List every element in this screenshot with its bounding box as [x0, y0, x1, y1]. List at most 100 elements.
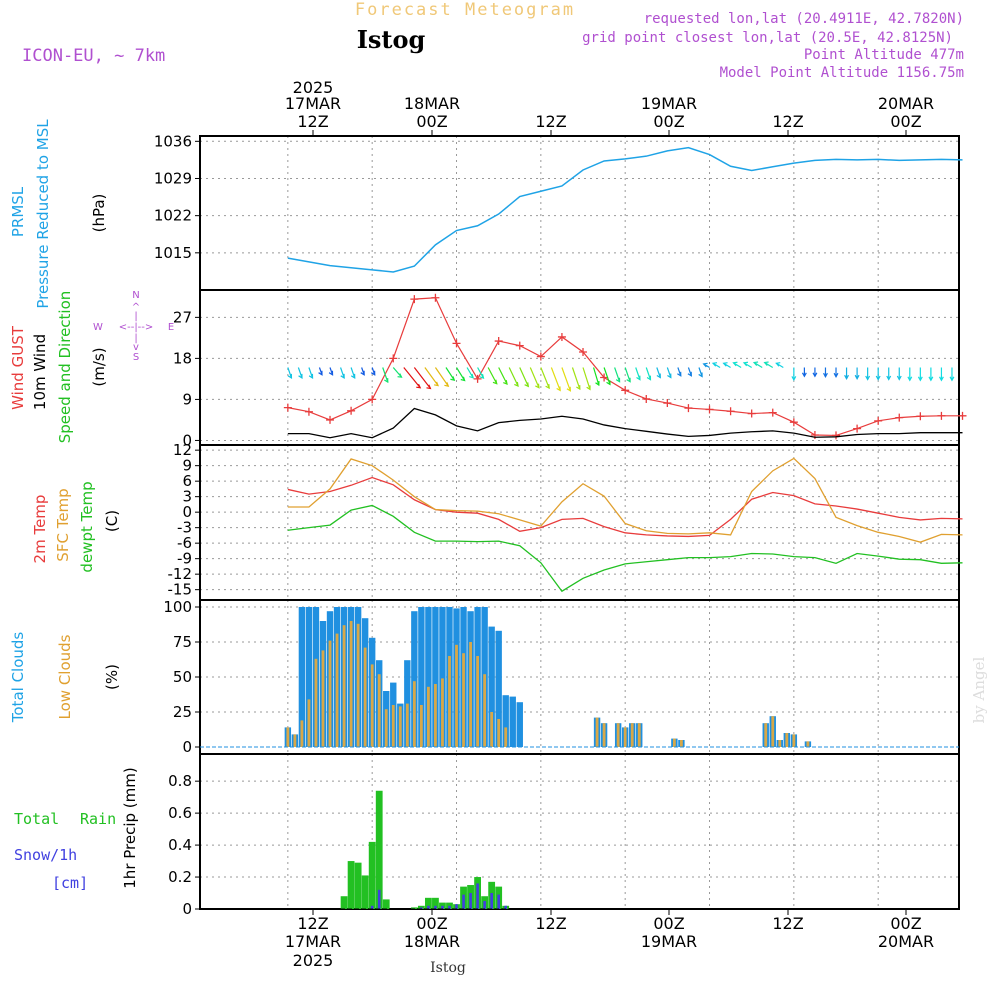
top-date-label: 19MAR	[641, 94, 697, 113]
wind-arrow-head	[742, 361, 749, 367]
wind-arrow-head	[576, 385, 581, 391]
point-altitude: Point Altitude 477m	[804, 47, 964, 63]
wind-arrow-head	[308, 373, 314, 379]
wind-arrow-head	[360, 370, 365, 376]
top-date-label: 20MAR	[878, 94, 934, 113]
low-cloud-bar	[349, 621, 353, 747]
total-cloud-bar	[298, 607, 306, 747]
footer-station: Istog	[430, 960, 466, 976]
bottom-hour-label: 12Z	[772, 914, 803, 933]
rain-bar	[375, 790, 383, 909]
panel-1: 1015 1022 1029 1036	[154, 132, 960, 291]
temp-dewpt-label: dewpt Temp	[78, 481, 96, 572]
wind-arrow	[614, 367, 621, 382]
wind-arrow-head	[896, 375, 902, 381]
wind-arrow-head	[763, 361, 769, 366]
precip-snow-label: Snow/1h	[14, 846, 77, 864]
y-tick-label: -15	[168, 581, 193, 599]
gust-marker	[368, 395, 377, 404]
wind-arrow-head	[722, 362, 728, 367]
low-cloud-bar	[680, 740, 683, 747]
bottom-hour-label: 12Z	[535, 914, 566, 933]
gust-marker	[515, 341, 524, 350]
y-tick-label: 1022	[154, 207, 192, 225]
rain-bar	[368, 841, 376, 909]
wind-arrow-head	[416, 383, 422, 389]
y-tick-label: 1015	[154, 244, 192, 262]
low-cloud-bar	[384, 709, 388, 747]
y-tick-label: 9	[182, 457, 192, 475]
top-hour-label: 12Z	[772, 112, 803, 131]
wind-arrow-head	[702, 362, 708, 368]
prmsl-label: PRMSL	[9, 186, 27, 237]
snow-bar	[448, 905, 451, 909]
top-hour-label: 00Z	[653, 112, 684, 131]
wind-arrow-head	[460, 376, 466, 382]
y-tick-label: -6	[177, 534, 192, 552]
precip-unit: 1hr Precip (mm)	[121, 767, 139, 888]
top-hour-label: 00Z	[416, 112, 447, 131]
gust-marker	[832, 431, 841, 440]
gust-marker	[726, 407, 735, 416]
bottom-hour-label: 00Z	[890, 914, 921, 933]
low-cloud-bar	[391, 705, 395, 747]
low-cloud-bar	[630, 723, 634, 747]
snow-bar	[427, 905, 430, 909]
snow-bar	[462, 894, 465, 909]
temp-2m-line	[287, 476, 963, 538]
gust-marker	[895, 413, 904, 422]
rain-bar	[432, 897, 439, 909]
total-cloud-bar	[305, 607, 313, 747]
gust-marker	[347, 406, 356, 415]
panel-frame	[199, 289, 960, 446]
gust-marker	[600, 373, 609, 382]
total-cloud-bar	[418, 607, 425, 747]
low-cloud-bar	[672, 738, 676, 747]
wind-arrow-head	[397, 373, 403, 378]
wind-arrow-head	[328, 370, 334, 376]
low-cloud-bar	[293, 734, 297, 747]
rain-bar	[382, 899, 390, 909]
station-title: Istog	[357, 25, 426, 54]
wind-arrow-head	[775, 362, 781, 367]
low-cloud-bar	[785, 733, 789, 747]
wind-arrow	[635, 367, 641, 380]
gust-marker	[579, 348, 588, 356]
wind-arrow	[519, 367, 529, 387]
low-cloud-bar	[314, 658, 318, 747]
top-hour-label: 12Z	[297, 112, 328, 131]
y-tick-label: 0.2	[168, 868, 192, 886]
gust-marker	[452, 339, 461, 348]
total-cloud-bar	[495, 630, 502, 747]
wind-arrow-head	[646, 375, 652, 381]
wind-arrow-head	[791, 376, 797, 382]
precip-cm-label: [cm]	[52, 874, 88, 892]
wind-speed-line	[287, 407, 963, 439]
wind-arrow	[382, 367, 389, 383]
wind-arrow-head	[687, 371, 692, 377]
wind-arrow-head	[350, 373, 356, 379]
panel-frame	[199, 753, 960, 910]
low-cloud-bar	[342, 625, 346, 747]
gust-marker	[326, 415, 335, 424]
y-tick-label: 25	[173, 703, 192, 721]
total-cloud-bar	[516, 702, 523, 747]
wind-arrow	[413, 367, 431, 389]
wind-arrow-head	[752, 361, 759, 366]
pressure-line	[287, 146, 963, 273]
total-cloud-bar	[509, 696, 516, 747]
low-cloud-bar	[623, 727, 627, 747]
wind-arrow-head	[865, 375, 871, 381]
wind-arrow	[550, 367, 561, 391]
y-tick-label: 18	[173, 349, 192, 367]
wind-arrow-head	[535, 383, 540, 389]
wind-arrow-head	[656, 373, 661, 379]
gust-marker	[431, 293, 440, 302]
wind-arrow-head	[626, 377, 631, 383]
wind-arrow-head	[370, 370, 376, 376]
gust-marker	[937, 411, 946, 420]
low-cloud-bar	[778, 740, 782, 747]
low-cloud-bar	[286, 727, 290, 747]
gust-marker	[283, 403, 292, 412]
watermark: by Angel	[970, 656, 988, 723]
